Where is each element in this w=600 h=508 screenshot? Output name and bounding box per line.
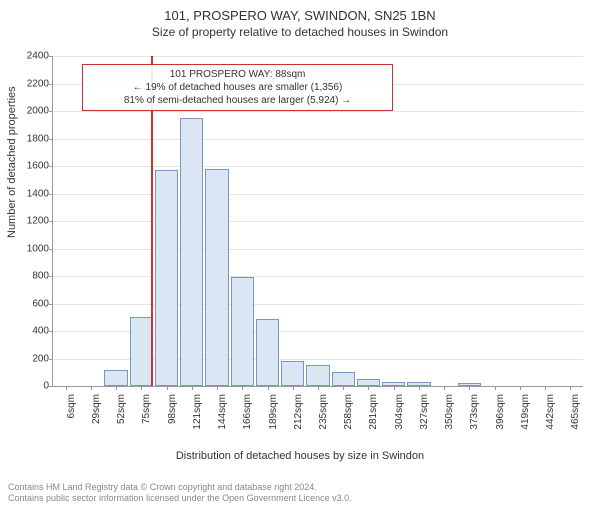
- histogram-bar: [231, 277, 254, 386]
- ytick-mark: [49, 359, 53, 360]
- xtick-mark: [419, 386, 420, 390]
- xtick-mark: [318, 386, 319, 390]
- xtick-label: 121sqm: [192, 394, 203, 442]
- gridline: [53, 249, 583, 250]
- ytick-mark: [49, 249, 53, 250]
- xtick-mark: [116, 386, 117, 390]
- annotation-line3: 81% of semi-detached houses are larger (…: [89, 94, 386, 107]
- xtick-label: 281sqm: [368, 394, 379, 442]
- histogram-bar: [130, 317, 153, 386]
- xtick-label: 98sqm: [167, 394, 178, 442]
- xtick-label: 327sqm: [419, 394, 430, 442]
- ytick-label: 1600: [17, 161, 49, 172]
- ytick-label: 1200: [17, 216, 49, 227]
- xtick-mark: [495, 386, 496, 390]
- ytick-mark: [49, 276, 53, 277]
- xtick-label: 419sqm: [520, 394, 531, 442]
- xtick-mark: [217, 386, 218, 390]
- xtick-mark: [394, 386, 395, 390]
- gridline: [53, 194, 583, 195]
- xtick-label: 350sqm: [444, 394, 455, 442]
- xtick-mark: [545, 386, 546, 390]
- xtick-label: 373sqm: [469, 394, 480, 442]
- ytick-mark: [49, 194, 53, 195]
- histogram-bar: [281, 361, 304, 386]
- xtick-mark: [242, 386, 243, 390]
- ytick-label: 2200: [17, 78, 49, 89]
- ytick-mark: [49, 304, 53, 305]
- xtick-label: 258sqm: [343, 394, 354, 442]
- ytick-label: 800: [17, 271, 49, 282]
- ytick-mark: [49, 386, 53, 387]
- xtick-label: 75sqm: [141, 394, 152, 442]
- xtick-label: 304sqm: [394, 394, 405, 442]
- footer: Contains HM Land Registry data © Crown c…: [8, 482, 352, 505]
- histogram-bar: [332, 372, 355, 386]
- annotation-box: 101 PROSPERO WAY: 88sqm← 19% of detached…: [82, 64, 393, 111]
- gridline: [53, 56, 583, 57]
- xtick-label: 212sqm: [293, 394, 304, 442]
- xtick-mark: [66, 386, 67, 390]
- ytick-mark: [49, 56, 53, 57]
- xtick-label: 166sqm: [242, 394, 253, 442]
- ytick-label: 1800: [17, 133, 49, 144]
- chart-area: 0200400600800100012001400160018002000220…: [52, 56, 582, 426]
- ytick-label: 600: [17, 298, 49, 309]
- ytick-label: 1400: [17, 188, 49, 199]
- xtick-label: 29sqm: [91, 394, 102, 442]
- gridline: [53, 221, 583, 222]
- ytick-label: 2000: [17, 106, 49, 117]
- ytick-mark: [49, 111, 53, 112]
- xtick-mark: [141, 386, 142, 390]
- xtick-label: 235sqm: [318, 394, 329, 442]
- ytick-label: 0: [17, 381, 49, 392]
- xtick-label: 189sqm: [268, 394, 279, 442]
- histogram-bar: [357, 379, 380, 386]
- gridline: [53, 276, 583, 277]
- gridline: [53, 139, 583, 140]
- annotation-line1: 101 PROSPERO WAY: 88sqm: [89, 68, 386, 81]
- x-axis-label: Distribution of detached houses by size …: [0, 450, 600, 462]
- ytick-label: 200: [17, 353, 49, 364]
- ytick-mark: [49, 221, 53, 222]
- ytick-label: 1000: [17, 243, 49, 254]
- footer-line1: Contains HM Land Registry data © Crown c…: [8, 482, 352, 493]
- xtick-mark: [192, 386, 193, 390]
- histogram-bar: [306, 365, 329, 386]
- histogram-bar: [180, 118, 203, 386]
- xtick-label: 442sqm: [545, 394, 556, 442]
- histogram-bar: [205, 169, 228, 386]
- histogram-bar: [256, 319, 279, 386]
- chart-title: 101, PROSPERO WAY, SWINDON, SN25 1BN: [0, 8, 600, 23]
- xtick-mark: [368, 386, 369, 390]
- xtick-label: 6sqm: [66, 394, 77, 442]
- histogram-bar: [155, 170, 178, 386]
- xtick-label: 144sqm: [217, 394, 228, 442]
- plot-area: 0200400600800100012001400160018002000220…: [52, 56, 583, 387]
- footer-line2: Contains public sector information licen…: [8, 493, 352, 504]
- ytick-mark: [49, 166, 53, 167]
- xtick-mark: [293, 386, 294, 390]
- gridline: [53, 304, 583, 305]
- xtick-mark: [469, 386, 470, 390]
- xtick-mark: [520, 386, 521, 390]
- histogram-bar: [104, 370, 127, 387]
- xtick-label: 52sqm: [116, 394, 127, 442]
- ytick-mark: [49, 139, 53, 140]
- xtick-mark: [268, 386, 269, 390]
- ytick-mark: [49, 84, 53, 85]
- ytick-label: 2400: [17, 51, 49, 62]
- chart-subtitle: Size of property relative to detached ho…: [0, 25, 600, 39]
- xtick-mark: [343, 386, 344, 390]
- xtick-mark: [167, 386, 168, 390]
- xtick-label: 465sqm: [570, 394, 581, 442]
- xtick-label: 396sqm: [495, 394, 506, 442]
- gridline: [53, 166, 583, 167]
- xtick-mark: [444, 386, 445, 390]
- annotation-line2: ← 19% of detached houses are smaller (1,…: [89, 81, 386, 94]
- xtick-mark: [91, 386, 92, 390]
- ytick-mark: [49, 331, 53, 332]
- xtick-mark: [570, 386, 571, 390]
- ytick-label: 400: [17, 326, 49, 337]
